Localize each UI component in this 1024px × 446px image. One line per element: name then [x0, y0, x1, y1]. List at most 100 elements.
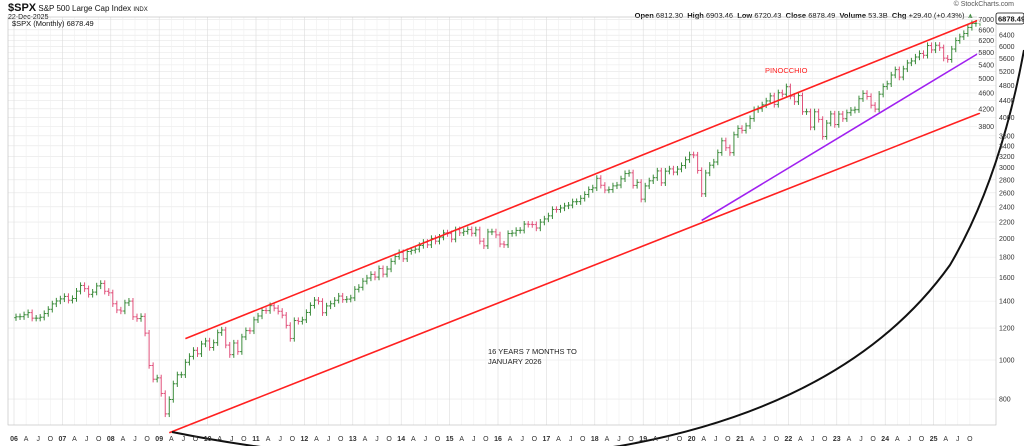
ohlc-bar: [651, 174, 656, 184]
x-year-label: 09: [155, 436, 163, 443]
annotation-years-line1: 16 YEARS 7 MONTHS TO: [488, 347, 577, 356]
x-quarter-label: O: [338, 436, 344, 443]
ohlc-bar: [308, 302, 313, 316]
y-tick-label-bg: [977, 15, 995, 24]
ohlc-bar: [804, 108, 809, 115]
x-quarter-label: A: [459, 436, 464, 443]
y-tick-label: 3800: [978, 124, 994, 131]
ohlc-bar: [296, 317, 301, 325]
ohlc-bar: [841, 110, 845, 122]
x-year-label: 10: [204, 436, 212, 443]
ohlc-bar: [546, 212, 551, 223]
x-quarter-label: O: [677, 436, 683, 443]
ohlc-bar: [183, 359, 188, 378]
ohlc-bar: [332, 297, 337, 307]
x-quarter-label: O: [48, 436, 54, 443]
ohlc-bar: [98, 280, 103, 290]
annotation-pinocchio: PINOCCHIO: [765, 66, 808, 75]
x-quarter-label: O: [919, 436, 925, 443]
plot-frame: [7, 16, 997, 426]
ohlc-bar: [526, 220, 531, 228]
ohlc-bar: [510, 229, 514, 237]
y-tick-label-bg: [977, 122, 995, 131]
ohlc-bar: [312, 296, 317, 309]
ohlc-bar: [223, 326, 228, 349]
ohlc-bar: [373, 271, 377, 281]
y-tick-label: 6400: [999, 33, 1015, 40]
ohlc-bar: [344, 296, 349, 303]
x-quarter-label: J: [230, 436, 234, 443]
ohlc-bar: [683, 156, 688, 169]
ohlc-bar: [82, 282, 87, 292]
ohlc-bar: [30, 309, 34, 322]
x-quarter-label: J: [133, 436, 137, 443]
ohlc-bar: [639, 179, 643, 203]
ohlc-bar: [921, 50, 926, 59]
ohlc-bar: [635, 179, 639, 189]
ohlc-bar: [119, 306, 123, 315]
chart-title: $SPX S&P 500 Large Cap Index INDX: [8, 2, 148, 14]
ohlc-bar: [199, 340, 204, 357]
x-year-label: 12: [301, 436, 309, 443]
ohlc-bar: [284, 312, 289, 329]
ohlc-bar: [792, 93, 797, 105]
upper-channel-line: [185, 18, 981, 340]
ohlc-bar: [901, 65, 906, 81]
ohlc-bar: [590, 184, 595, 193]
x-quarter-label: A: [411, 436, 416, 443]
ohlc-bar: [949, 45, 954, 63]
x-quarter-label: O: [483, 436, 489, 443]
ohlc-bar: [663, 168, 668, 187]
ohlc-bar: [147, 330, 151, 369]
ohlc-bar: [385, 265, 389, 278]
high-value: 6903.46: [705, 11, 734, 20]
y-tick-label: 6000: [999, 44, 1015, 51]
ohlc-bar: [667, 165, 672, 175]
ohlc-bar: [849, 107, 853, 116]
ohlc-bar: [695, 151, 700, 174]
ohlc-bar: [340, 292, 345, 303]
x-quarter-label: A: [556, 436, 561, 443]
ohlc-bar: [405, 248, 410, 262]
ohlc-bar: [203, 337, 208, 348]
x-quarter-label: A: [653, 436, 658, 443]
ohlc-bar: [937, 42, 942, 51]
x-quarter-label: O: [241, 436, 247, 443]
ohlc-bar: [945, 55, 950, 63]
ohlc-bar: [328, 300, 333, 310]
x-quarter-label: A: [701, 436, 706, 443]
ohlc-bar: [877, 91, 881, 113]
ohlc-bar: [232, 339, 236, 358]
x-quarter-label: O: [774, 436, 780, 443]
x-quarter-label: O: [532, 436, 538, 443]
ohlc-bar: [953, 37, 958, 53]
ohlc-bar: [736, 125, 740, 138]
x-quarter-label: A: [750, 436, 755, 443]
x-year-label: 21: [736, 436, 744, 443]
y-tick-label: 5600: [999, 56, 1015, 63]
y-tick-label: 2400: [999, 204, 1015, 211]
x-quarter-label: O: [96, 436, 102, 443]
x-quarter-label: J: [36, 436, 40, 443]
ohlc-bar: [711, 158, 716, 169]
ohlc-bar: [800, 92, 805, 115]
ohlc-bar: [433, 235, 438, 245]
y-tick-label: 3200: [999, 154, 1015, 161]
y-tick-label: 5000: [978, 76, 994, 83]
x-year-label: 17: [543, 436, 551, 443]
ohlc-bar: [179, 371, 184, 378]
ohlc-bar: [248, 327, 252, 335]
ohlc-bar: [832, 110, 837, 128]
ohlc-bar: [50, 300, 55, 313]
ohlc-bar: [607, 186, 611, 194]
ohlc-bar: [357, 284, 361, 293]
x-quarter-label: O: [290, 436, 296, 443]
ohlc-bar: [962, 30, 966, 41]
x-quarter-label: A: [943, 436, 948, 443]
y-tick-label: 2000: [999, 236, 1015, 243]
ohlc-bar: [78, 282, 83, 295]
ohlc-bar: [889, 71, 894, 88]
x-year-label: 08: [107, 436, 115, 443]
ohlc-bar: [151, 362, 155, 383]
x-quarter-label: O: [822, 436, 828, 443]
